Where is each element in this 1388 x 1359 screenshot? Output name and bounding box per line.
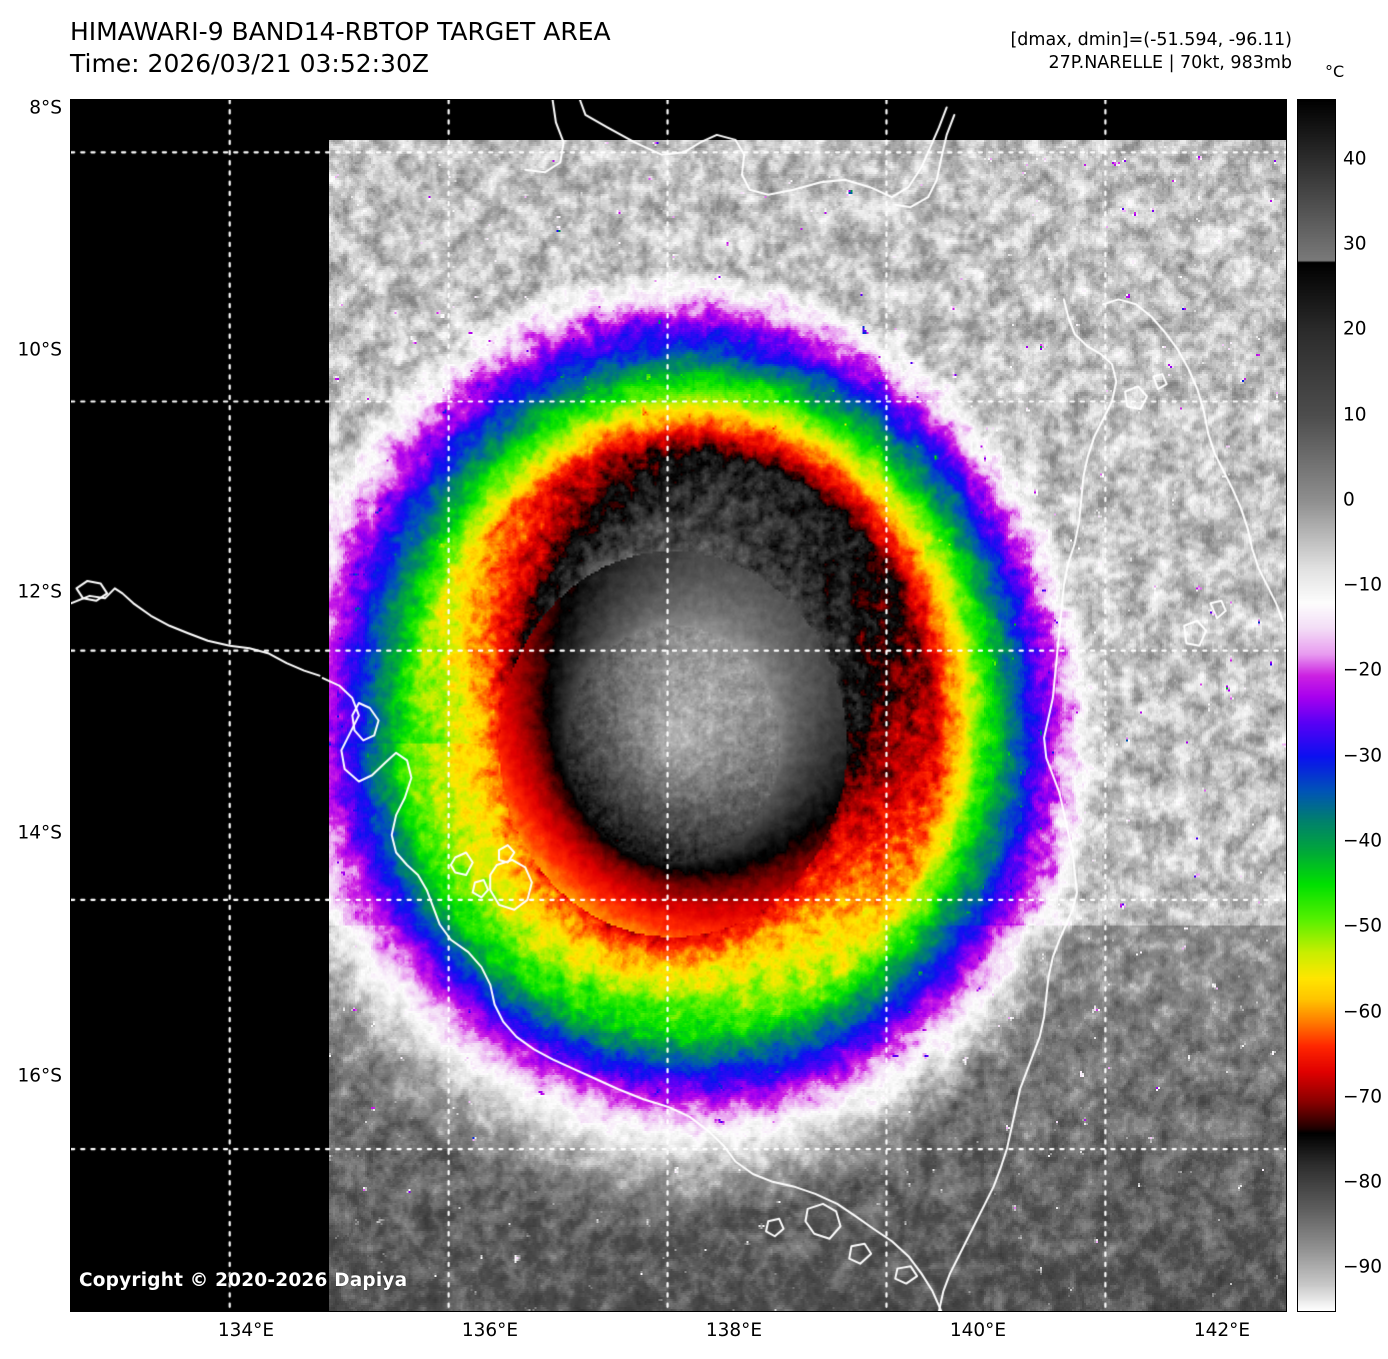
colorbar-tick-3: 10 xyxy=(1343,404,1367,426)
colorbar-tick-7: −30 xyxy=(1343,745,1383,767)
colorbar-tick-10: −60 xyxy=(1343,1001,1383,1022)
colorbar-tick-6: −20 xyxy=(1343,659,1383,681)
page-title: HIMAWARI-9 BAND14-RBTOP TARGET AREA Time… xyxy=(70,16,611,80)
colorbar-tick-12: −80 xyxy=(1343,1171,1383,1193)
colorbar-gradient xyxy=(1298,100,1335,1311)
lon-tick-4: 142°E xyxy=(1193,1320,1251,1341)
colorbar-tick-13: −90 xyxy=(1343,1256,1383,1278)
colorbar-unit-label: °C xyxy=(1325,62,1345,81)
title-line: HIMAWARI-9 BAND14-RBTOP TARGET AREA xyxy=(70,17,611,46)
lat-tick-2: 12°S xyxy=(17,581,62,603)
time-line: Time: 2026/03/21 03:52:30Z xyxy=(70,49,429,78)
colorbar[interactable] xyxy=(1297,99,1336,1312)
lon-tick-1: 136°E xyxy=(461,1320,519,1341)
copyright-text: Copyright © 2020-2026 Dapiya xyxy=(79,1270,408,1291)
colorbar-tick-11: −70 xyxy=(1343,1086,1383,1108)
metadata-block: [dmax, dmin]=(-51.594, -96.11) 27P.NAREL… xyxy=(1010,29,1292,75)
colorbar-tick-5: −10 xyxy=(1343,574,1383,596)
colorbar-tick-9: −50 xyxy=(1343,915,1383,937)
lon-tick-2: 138°E xyxy=(705,1320,763,1341)
colorbar-tick-4: 0 xyxy=(1343,489,1355,511)
lon-tick-3: 140°E xyxy=(949,1320,1007,1341)
lat-tick-4: 16°S xyxy=(17,1065,62,1087)
satellite-plot[interactable]: Copyright © 2020-2026 Dapiya xyxy=(70,99,1287,1312)
grid-and-coastline-overlay xyxy=(71,100,1286,1311)
colorbar-tick-0: 40 xyxy=(1343,148,1367,170)
lat-tick-0: 8°S xyxy=(29,97,62,119)
colorbar-tick-8: −40 xyxy=(1343,830,1383,852)
colorbar-tick-2: 20 xyxy=(1343,318,1367,340)
colorbar-tick-1: 30 xyxy=(1343,233,1367,255)
dminmax-label: [dmax, dmin]=(-51.594, -96.11) xyxy=(1010,30,1292,50)
lon-tick-0: 134°E xyxy=(217,1320,275,1341)
lat-tick-3: 14°S xyxy=(17,822,62,844)
lat-tick-1: 10°S xyxy=(17,339,62,361)
storm-label: 27P.NARELLE | 70kt, 983mb xyxy=(1048,53,1292,73)
